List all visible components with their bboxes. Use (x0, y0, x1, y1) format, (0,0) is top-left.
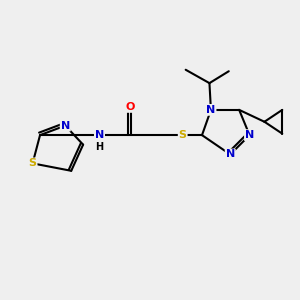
Text: N: N (226, 149, 235, 160)
Text: H: H (95, 142, 104, 152)
Text: N: N (95, 130, 104, 140)
Text: N: N (245, 130, 254, 140)
Text: N: N (206, 105, 216, 115)
Text: S: S (28, 158, 37, 168)
Text: O: O (126, 102, 135, 112)
Text: N: N (61, 121, 70, 130)
Text: S: S (179, 130, 187, 140)
